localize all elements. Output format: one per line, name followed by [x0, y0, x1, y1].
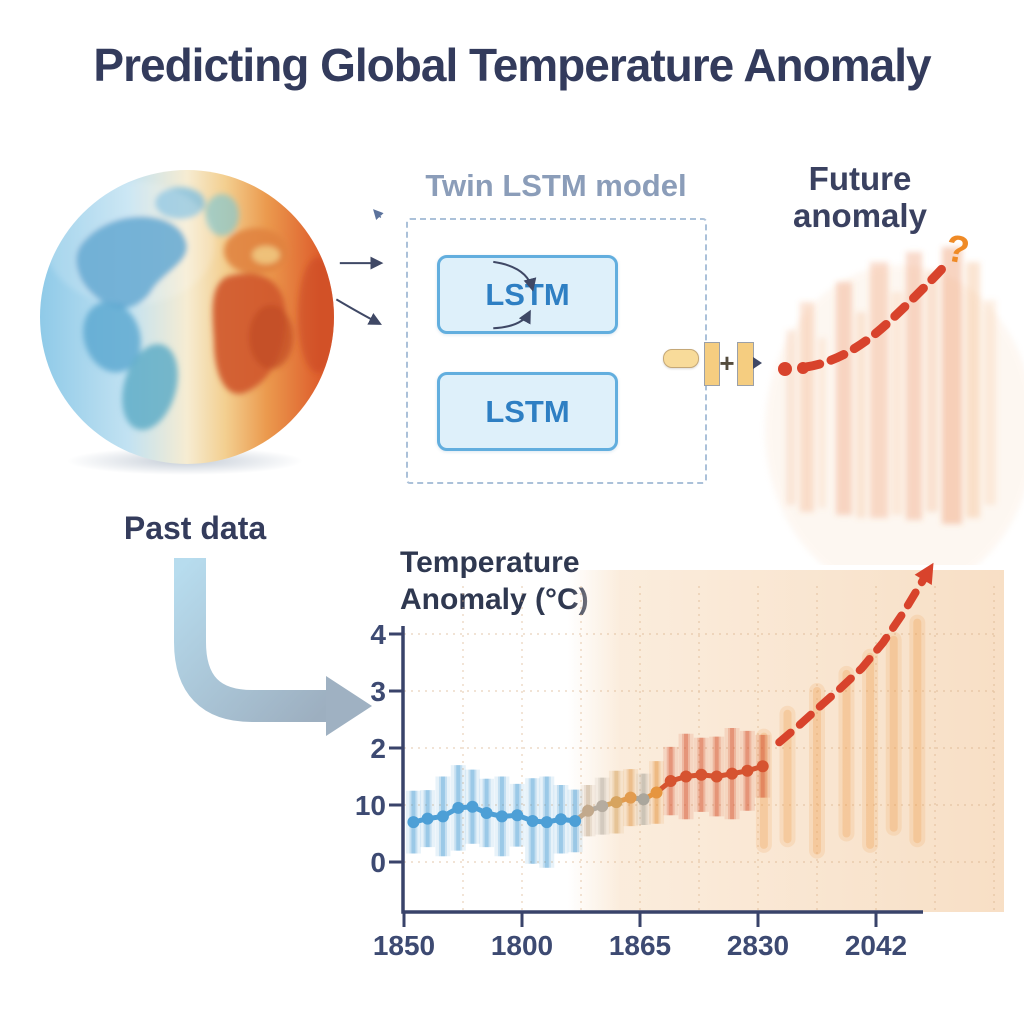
data-point — [596, 800, 609, 813]
data-point — [511, 809, 524, 822]
fan-streaks — [786, 247, 996, 524]
chart-title-line2: Anomaly (°C) — [400, 583, 589, 616]
page-title: Predicting Global Temperature Anomaly — [93, 39, 931, 91]
globe-highlight — [45, 181, 215, 305]
projection-start-dot — [778, 362, 792, 376]
future-projection-fan: ? — [765, 227, 1024, 565]
x-tick-label: 1850 — [373, 930, 435, 961]
continent-central-america — [83, 301, 141, 373]
data-point — [554, 813, 567, 826]
chart-grid — [404, 586, 998, 910]
data-point — [407, 816, 420, 829]
past-arrow-head — [326, 676, 372, 736]
globe-right-edge — [298, 257, 334, 373]
data-point — [436, 810, 449, 823]
y-tick-label: 0 — [370, 847, 386, 878]
twin-lstm-model-label: Twin LSTM model — [425, 168, 687, 203]
data-point — [680, 770, 693, 783]
future-anomaly-line2: anomaly — [793, 197, 927, 234]
data-point — [650, 786, 663, 799]
y-tick-label: 4 — [370, 619, 386, 650]
past-data-arrow — [174, 558, 372, 736]
data-point — [540, 816, 553, 829]
data-point — [726, 767, 739, 780]
data-point — [664, 775, 677, 788]
x-tick-label: 2830 — [727, 930, 789, 961]
x-tick-label: 2042 — [845, 930, 907, 961]
data-point — [569, 814, 582, 827]
continent-europe-highlight — [252, 246, 280, 264]
data-point — [421, 812, 434, 825]
plus-icon: + — [719, 348, 735, 378]
output-block-1 — [704, 342, 720, 386]
future-anomaly-label: Future anomaly — [775, 160, 945, 234]
chart-title-line1: Temperature — [400, 546, 580, 579]
chart-title: Temperature Anomaly (°C) — [400, 544, 589, 618]
prediction-curve — [775, 575, 928, 747]
data-point — [495, 810, 508, 823]
arrow-lstm-bottom-to-merge — [493, 309, 531, 330]
past-arrow-shaft — [174, 558, 327, 722]
data-point — [756, 760, 769, 773]
merge-pill — [663, 349, 699, 368]
data-point — [466, 800, 479, 813]
data-point — [637, 793, 650, 806]
data-point — [741, 764, 754, 777]
data-point — [610, 796, 623, 809]
past-data-label: Past data — [123, 510, 267, 546]
axis-labels: 4 3 2 10 0 1850 1800 1865 2830 2042 — [355, 619, 907, 961]
arrow-box-corner — [373, 209, 384, 220]
data-point — [480, 806, 493, 819]
x-tick-label: 1800 — [491, 930, 553, 961]
continent-north-europe — [205, 194, 239, 236]
observed-markers — [407, 760, 769, 829]
y-tick-label: 2 — [370, 733, 386, 764]
axis-ticks — [389, 632, 878, 927]
lstm-block-bottom: LSTM — [437, 372, 618, 451]
y-tick-label: 3 — [370, 676, 386, 707]
arrow-lstm-top-to-merge — [493, 260, 537, 292]
projection-dashed-curve — [801, 256, 954, 372]
data-point — [452, 801, 465, 814]
flow-arrows — [335, 209, 537, 330]
data-point — [624, 791, 637, 804]
prediction-arrowhead — [914, 562, 934, 586]
continent-africa-dark — [249, 305, 293, 369]
globe-illustration — [40, 170, 334, 475]
future-anomaly-line1: Future — [808, 160, 912, 197]
data-point — [695, 768, 708, 781]
continent-south-america — [122, 344, 178, 430]
globe-continents — [45, 181, 334, 430]
arrow-globe-to-lstm-bottom — [335, 298, 382, 325]
y-tick-label: 10 — [355, 790, 386, 821]
data-point — [582, 804, 595, 817]
data-point — [526, 814, 539, 827]
temperature-anomaly-chart: 4 3 2 10 0 1850 1800 1865 2830 2042 — [355, 562, 1004, 961]
x-tick-label: 1865 — [609, 930, 671, 961]
merge-arrow-icon — [753, 357, 762, 369]
data-point — [710, 770, 723, 783]
